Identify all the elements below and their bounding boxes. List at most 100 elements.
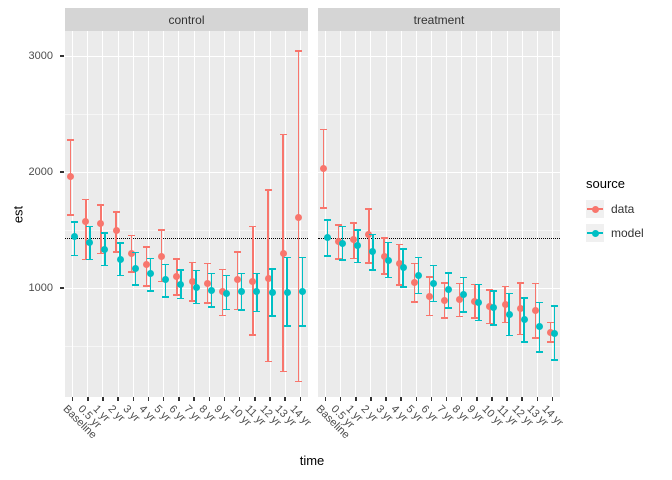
x-tick-mark	[521, 397, 523, 401]
errorbar-cap-top	[535, 301, 543, 304]
point-data	[501, 300, 509, 308]
errorbar-cap-bottom	[441, 317, 449, 319]
errorbar-cap-top	[173, 258, 181, 260]
point-data	[173, 272, 181, 280]
errorbar-cap-bottom	[268, 315, 276, 317]
gridline-vertical	[551, 31, 553, 397]
gridline-minor	[318, 229, 560, 231]
reference-line	[65, 237, 308, 239]
point-data	[516, 305, 524, 313]
gridline-vertical	[355, 31, 357, 397]
errorbar-cap-top	[486, 289, 494, 291]
x-tick-mark	[178, 397, 180, 401]
errorbar-cap-bottom	[456, 315, 464, 318]
point-model	[207, 287, 215, 295]
point-model	[414, 271, 422, 279]
errorbar-cap-top	[550, 305, 558, 307]
x-tick-mark	[208, 397, 211, 401]
point-model	[520, 315, 528, 323]
errorbar-cap-bottom	[283, 325, 291, 327]
point-data	[320, 165, 328, 173]
point-data	[67, 173, 75, 181]
y-tick-mark	[60, 55, 64, 57]
errorbar-cap-top	[116, 242, 124, 244]
errorbar-cap-bottom	[97, 252, 105, 255]
errorbar-cap-bottom	[399, 286, 407, 288]
errorbar-cap-top	[546, 321, 554, 324]
gridline-major	[65, 55, 308, 57]
errorbar-cap-top	[460, 276, 468, 279]
point-model	[101, 245, 109, 253]
x-tick-mark	[370, 397, 372, 401]
x-tick-mark	[238, 397, 241, 401]
errorbar-cap-top	[410, 262, 418, 265]
errorbar-cap-top	[339, 225, 347, 228]
y-tick-label-1000: 1000	[28, 282, 53, 294]
errorbar-cap-top	[501, 285, 509, 288]
gridline-vertical	[299, 31, 301, 397]
gridline-vertical	[461, 31, 463, 397]
errorbar-cap-top	[531, 282, 539, 285]
errorbar-cap-bottom	[253, 310, 261, 313]
point-model	[268, 289, 276, 297]
gridline-vertical	[284, 31, 286, 397]
x-tick-mark	[445, 397, 448, 401]
point-data	[218, 288, 226, 296]
point-model	[177, 281, 185, 289]
point-icon	[591, 229, 599, 237]
errorbar-cap-bottom	[531, 337, 539, 339]
errorbar-cap-top	[471, 283, 479, 286]
errorbar-cap-top	[516, 282, 524, 284]
errorbar-cap-bottom	[535, 351, 543, 353]
errorbar-cap-bottom	[143, 285, 151, 287]
point-data	[350, 236, 358, 244]
x-tick-mark	[324, 397, 327, 401]
x-tick-mark	[400, 397, 402, 401]
errorbar-cap-bottom	[298, 325, 306, 327]
errorbar-cap-top	[264, 189, 272, 191]
errorbar-cap-bottom	[490, 324, 498, 326]
point-data	[188, 278, 196, 286]
legend: source data model	[586, 176, 644, 248]
x-tick-mark	[415, 397, 418, 401]
gridline-vertical	[117, 31, 119, 397]
errorbar-cap-bottom	[384, 276, 392, 279]
errorbar-cap-top	[320, 128, 328, 131]
x-tick-mark	[536, 397, 539, 401]
errorbar-cap-top	[380, 237, 388, 239]
legend-key-box	[586, 200, 604, 218]
point-data	[143, 261, 151, 269]
point-data	[294, 214, 302, 222]
point-model	[222, 289, 230, 297]
errorbar-cap-top	[399, 248, 407, 250]
x-tick-mark	[430, 397, 433, 401]
point-model	[298, 288, 306, 296]
errorbar-cap-top	[283, 256, 291, 259]
facet-strip-control: control	[65, 8, 308, 31]
point-data	[112, 227, 120, 235]
point-model	[399, 264, 407, 272]
errorbar-cap-bottom	[82, 258, 90, 261]
gridline-vertical	[239, 31, 241, 397]
errorbar-cap-top	[294, 50, 302, 52]
errorbar-cap-bottom	[546, 341, 554, 343]
errorbar-cap-bottom	[192, 302, 200, 305]
x-tick-mark	[491, 397, 493, 401]
gridline-vertical	[385, 31, 387, 397]
gridline-vertical	[415, 31, 417, 397]
errorbar-cap-bottom	[354, 261, 362, 264]
errorbar-cap-bottom	[158, 280, 166, 283]
errorbar-cap-top	[67, 139, 75, 141]
point-data	[234, 276, 242, 284]
gridline-vertical	[178, 31, 180, 397]
errorbar-cap-top	[490, 290, 498, 292]
x-tick-mark	[460, 397, 463, 401]
errorbar-cap-bottom	[520, 341, 528, 343]
errorbar-cap-bottom	[203, 302, 211, 304]
errorbar-cap-bottom	[279, 370, 287, 373]
gridline-minor	[65, 113, 308, 115]
errorbar-cap-top	[218, 268, 226, 271]
errorbar-cap-top	[203, 262, 211, 265]
gridline-minor	[65, 229, 308, 231]
